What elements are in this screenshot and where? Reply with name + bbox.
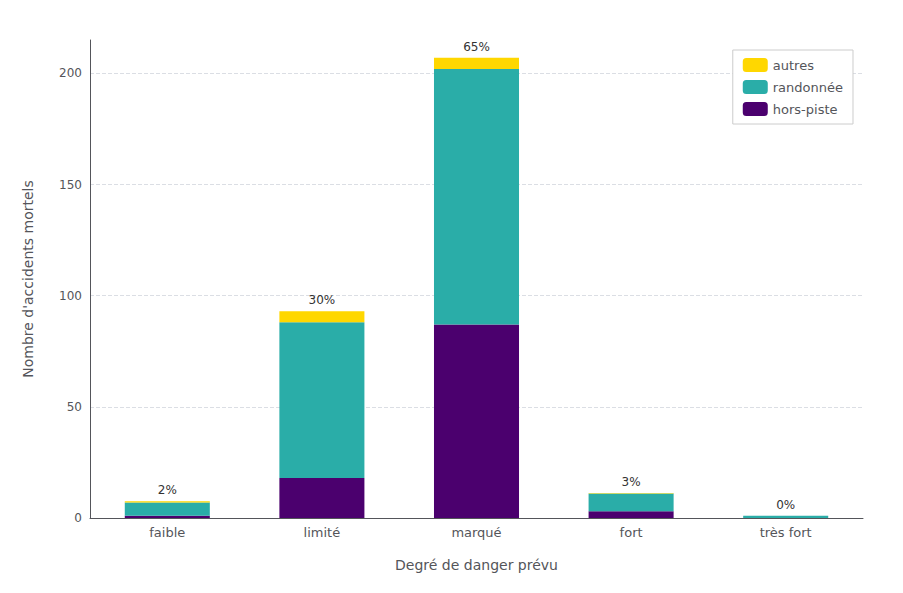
svg-text:100: 100 <box>59 289 82 303</box>
svg-text:limité: limité <box>304 525 341 540</box>
svg-text:50: 50 <box>67 400 82 414</box>
svg-text:randonnée: randonnée <box>773 80 843 95</box>
svg-text:65%: 65% <box>463 40 490 54</box>
svg-text:Degré de danger prévu: Degré de danger prévu <box>395 557 558 573</box>
svg-text:autres: autres <box>773 58 814 73</box>
svg-text:30%: 30% <box>309 293 336 307</box>
svg-text:200: 200 <box>59 66 82 80</box>
svg-text:3%: 3% <box>622 475 641 489</box>
svg-text:marqué: marqué <box>451 525 501 540</box>
svg-text:2%: 2% <box>158 483 177 497</box>
svg-text:Nombre d'accidents mortels: Nombre d'accidents mortels <box>20 180 36 378</box>
svg-text:faible: faible <box>149 525 185 540</box>
svg-text:fort: fort <box>620 525 643 540</box>
svg-text:150: 150 <box>59 178 82 192</box>
svg-text:0%: 0% <box>776 498 795 512</box>
svg-text:très fort: très fort <box>760 525 812 540</box>
svg-text:hors-piste: hors-piste <box>773 102 838 117</box>
svg-text:0: 0 <box>74 511 82 525</box>
